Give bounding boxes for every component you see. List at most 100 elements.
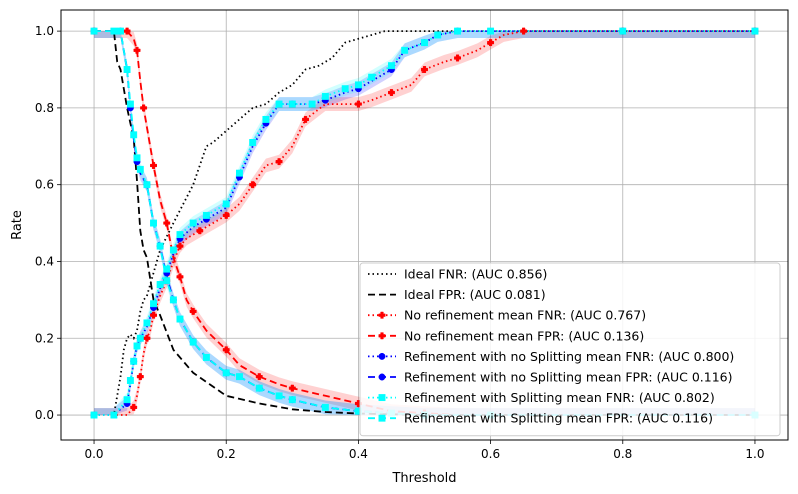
data-point (222, 211, 230, 219)
data-point (156, 281, 164, 288)
data-point (110, 27, 118, 35)
data-point (202, 211, 210, 219)
data-point (123, 396, 131, 404)
data-point (202, 354, 210, 361)
data-point (176, 231, 184, 239)
data-point (421, 66, 428, 73)
x-tick-label: 0.2 (217, 447, 236, 461)
data-point (751, 27, 759, 35)
data-point (321, 92, 329, 100)
data-point (487, 39, 495, 47)
data-point (619, 27, 627, 35)
legend-entry: No refinement mean FNR: (AUC 0.767) (404, 308, 646, 323)
data-point (222, 200, 230, 208)
confidence-bands (94, 31, 755, 416)
legend-box (359, 262, 781, 437)
data-point (130, 357, 138, 365)
data-point (189, 307, 197, 315)
x-axis-label: Threshold (391, 471, 456, 486)
y-tick-label: 0.2 (35, 331, 54, 345)
data-point (235, 373, 243, 381)
data-point (255, 384, 263, 392)
legend-marker (378, 332, 386, 340)
data-point (321, 403, 329, 411)
legend-marker (378, 311, 386, 319)
data-point (454, 54, 461, 62)
data-point (341, 85, 349, 93)
legend-marker (378, 414, 386, 422)
x-tick-label: 0.8 (613, 447, 632, 461)
data-point (150, 219, 157, 227)
data-point (388, 62, 395, 70)
data-point (487, 27, 495, 35)
data-point (176, 273, 184, 281)
data-point (136, 165, 144, 173)
data-point (434, 31, 442, 39)
data-point (275, 392, 283, 400)
legend-entry: No refinement mean FPR: (AUC 0.136) (404, 328, 644, 343)
data-point (222, 369, 230, 377)
data-point (133, 46, 141, 54)
y-tick-label: 0.4 (35, 254, 54, 268)
data-point (143, 181, 151, 189)
data-point (140, 104, 148, 112)
data-point (133, 342, 141, 350)
data-point (117, 27, 124, 35)
data-point (235, 169, 243, 177)
series-markers (90, 27, 759, 419)
data-point (288, 384, 296, 392)
y-axis-ticks: 0.0 0.2 0.4 0.6 0.8 1.0 (35, 24, 61, 422)
data-point (110, 411, 118, 419)
x-axis-ticks: 0.0 0.2 0.4 0.6 0.8 1.0 (84, 440, 765, 461)
data-point (262, 115, 270, 123)
legend-entry: Ideal FNR: (AUC 0.856) (404, 267, 547, 282)
legend-marker (378, 394, 386, 402)
data-point (388, 89, 395, 96)
y-tick-label: 1.0 (35, 24, 54, 38)
data-point (150, 300, 157, 308)
legend-entry: Refinement with no Splitting mean FPR: (… (404, 370, 733, 385)
data-point (126, 377, 134, 384)
y-tick-label: 0.6 (35, 178, 54, 192)
data-point (189, 219, 197, 227)
data-point (163, 265, 171, 273)
series-line (94, 30, 755, 416)
legend-entry: Refinement with Splitting mean FPR: (AUC… (404, 411, 713, 426)
data-point (222, 346, 230, 354)
data-point (163, 277, 171, 285)
legend: Ideal FNR: (AUC 0.856) Ideal FPR: (AUC 0.… (359, 262, 781, 437)
data-point (249, 181, 257, 189)
data-point (189, 338, 197, 346)
data-point (275, 100, 283, 108)
data-point (169, 246, 177, 254)
legend-marker (378, 352, 386, 360)
series-line (94, 30, 755, 416)
data-point (176, 242, 184, 250)
y-tick-label: 0.8 (35, 101, 54, 115)
x-tick-label: 0.0 (84, 447, 103, 461)
data-point (421, 39, 428, 47)
data-point (354, 100, 362, 108)
plot-frame (60, 9, 789, 441)
x-tick-label: 0.6 (481, 447, 500, 461)
data-point (401, 46, 409, 54)
legend-marker (378, 373, 386, 381)
y-axis-label: Rate (10, 210, 25, 240)
data-point (150, 311, 157, 319)
series-line (94, 30, 755, 416)
data-point (136, 373, 144, 381)
data-point (90, 27, 98, 35)
legend-entry: Ideal FPR: (AUC 0.081) (404, 287, 546, 302)
data-point (126, 100, 134, 108)
data-point (288, 100, 296, 108)
data-point (133, 154, 141, 162)
x-tick-label: 1.0 (745, 447, 764, 461)
data-point (136, 334, 144, 342)
data-point (90, 411, 98, 419)
data-point (368, 73, 376, 81)
data-point (143, 319, 151, 327)
data-point (169, 296, 177, 304)
y-tick-label: 0.0 (35, 408, 54, 422)
data-point (163, 219, 171, 227)
